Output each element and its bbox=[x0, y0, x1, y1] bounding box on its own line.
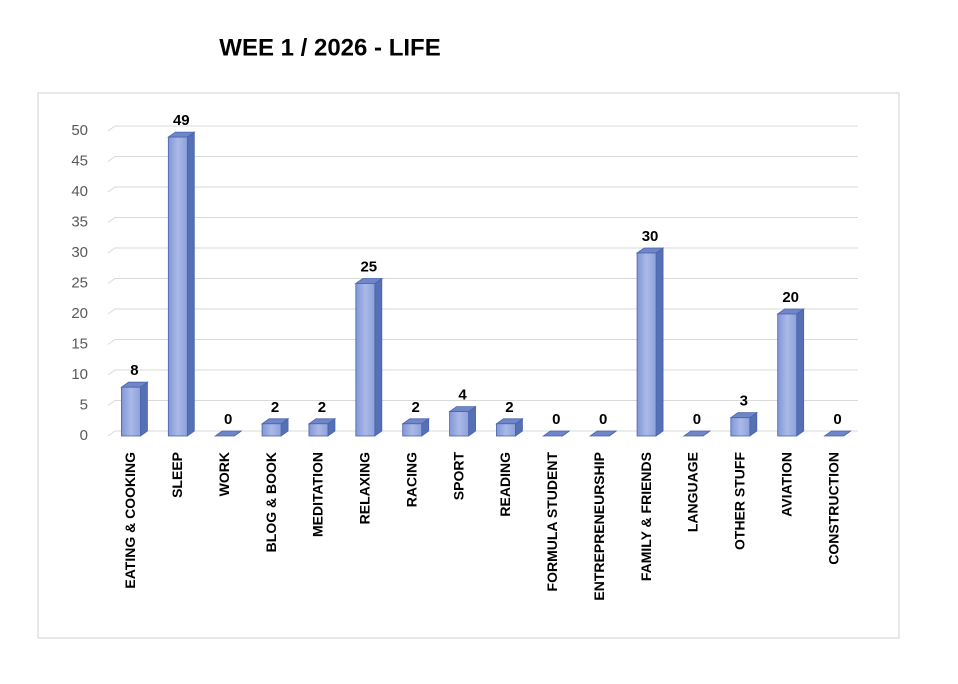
data-label: 8 bbox=[130, 362, 138, 379]
chart-frame bbox=[37, 92, 900, 639]
y-tick-label: 50 bbox=[71, 122, 88, 139]
grid-line bbox=[107, 369, 858, 376]
x-tick-label: CONSTRUCTION bbox=[825, 452, 841, 565]
data-label: 2 bbox=[318, 399, 326, 416]
grid-line bbox=[107, 125, 858, 132]
y-tick-label: 5 bbox=[80, 396, 88, 413]
data-label: 25 bbox=[360, 258, 377, 275]
x-tick-label: ENTREPRENEURSHIP bbox=[591, 452, 607, 601]
x-tick-label: SPORT bbox=[450, 452, 466, 501]
bar bbox=[355, 283, 376, 437]
data-label: 30 bbox=[642, 228, 659, 245]
bar-side bbox=[374, 277, 383, 437]
bar-side bbox=[655, 247, 664, 437]
x-tick-label: WORK bbox=[216, 452, 232, 496]
data-label: 2 bbox=[412, 399, 420, 416]
data-label: 2 bbox=[271, 399, 279, 416]
bar bbox=[167, 136, 188, 437]
y-tick-label: 10 bbox=[71, 366, 88, 383]
bar bbox=[636, 252, 657, 437]
bar-top bbox=[682, 430, 712, 437]
grid-line bbox=[107, 156, 858, 162]
x-tick-label: RELAXING bbox=[357, 452, 373, 524]
bar bbox=[402, 423, 423, 437]
data-label: 49 bbox=[173, 112, 190, 129]
bar-side bbox=[140, 381, 148, 437]
x-tick-label: READING bbox=[497, 452, 513, 517]
data-label: 0 bbox=[599, 411, 607, 428]
x-tick-label: SLEEP bbox=[169, 452, 185, 498]
x-tick-label: BLOG & BOOK bbox=[263, 452, 279, 552]
data-label: 2 bbox=[505, 399, 513, 416]
y-tick-label: 30 bbox=[71, 244, 88, 261]
y-tick-label: 0 bbox=[80, 427, 88, 444]
grid-line bbox=[107, 400, 858, 406]
bar bbox=[261, 423, 282, 437]
data-label: 4 bbox=[458, 387, 467, 404]
data-label: 0 bbox=[552, 411, 560, 428]
x-tick-label: RACING bbox=[403, 452, 419, 507]
bar-side bbox=[186, 131, 195, 437]
x-tick-label: MEDITATION bbox=[310, 452, 326, 537]
bar bbox=[730, 417, 751, 437]
y-tick-label: 25 bbox=[71, 274, 88, 291]
x-tick-label: FORMULA STUDENT bbox=[544, 452, 560, 592]
grid-line bbox=[107, 186, 858, 193]
grid-line bbox=[107, 217, 858, 223]
grid-line bbox=[107, 278, 858, 284]
bar-top bbox=[588, 430, 618, 437]
bar bbox=[496, 423, 516, 437]
bar-side bbox=[796, 308, 805, 437]
y-tick-label: 40 bbox=[71, 183, 88, 200]
bar bbox=[449, 411, 469, 437]
bar bbox=[777, 313, 798, 437]
data-label: 20 bbox=[782, 289, 799, 306]
bar-top bbox=[213, 430, 243, 437]
bar bbox=[121, 386, 141, 437]
bar-top bbox=[542, 430, 571, 437]
y-tick-label: 35 bbox=[71, 213, 88, 230]
grid-line bbox=[107, 308, 858, 315]
x-tick-label: OTHER STUFF bbox=[732, 452, 748, 550]
data-label: 3 bbox=[740, 393, 748, 410]
x-tick-label: EATING & COOKING bbox=[122, 452, 138, 589]
data-label: 0 bbox=[833, 411, 841, 428]
bar bbox=[308, 423, 329, 437]
data-label: 0 bbox=[693, 411, 701, 428]
x-tick-label: AVIATION bbox=[778, 452, 794, 517]
y-tick-label: 20 bbox=[71, 305, 88, 322]
x-tick-label: FAMILY & FRIENDS bbox=[638, 452, 654, 581]
grid-line bbox=[107, 339, 858, 345]
data-label: 0 bbox=[224, 411, 232, 428]
y-tick-label: 15 bbox=[71, 335, 88, 352]
chart-title: WEE 1 / 2026 - LIFE bbox=[219, 34, 440, 61]
x-tick-label: LANGUAGE bbox=[685, 452, 701, 532]
y-tick-label: 45 bbox=[71, 152, 88, 169]
bar-top bbox=[823, 430, 852, 437]
grid-line bbox=[107, 247, 858, 254]
